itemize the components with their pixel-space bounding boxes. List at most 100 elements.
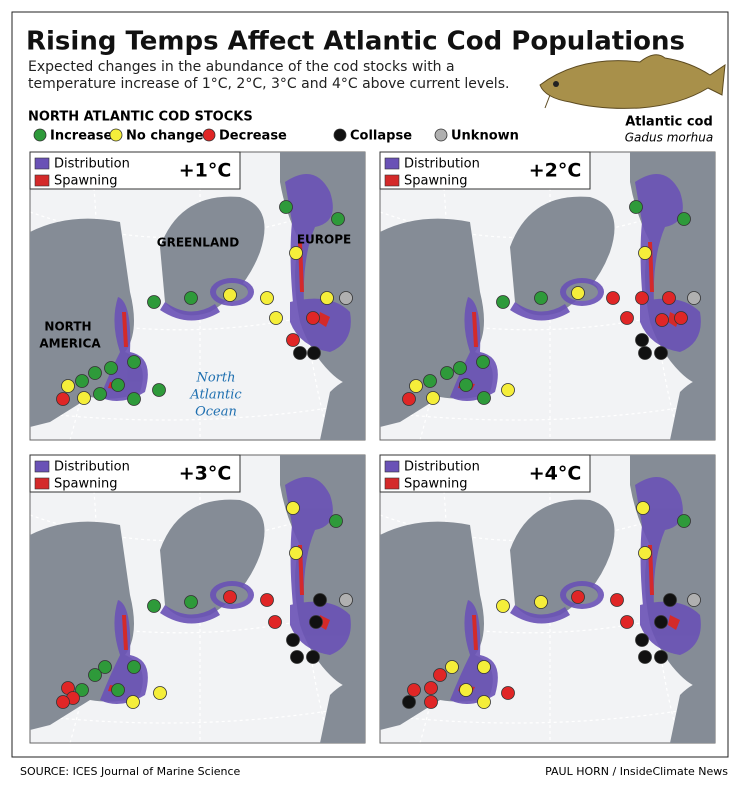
stock-marker	[153, 686, 167, 700]
stock-marker	[309, 615, 323, 629]
stock-marker	[286, 633, 300, 647]
legend-title: NORTH ATLANTIC COD STOCKS	[28, 110, 253, 125]
stock-marker	[184, 291, 198, 305]
stock-marker	[477, 391, 491, 405]
stock-marker	[501, 383, 515, 397]
map-label: AMERICA	[39, 337, 101, 351]
stock-marker	[674, 311, 688, 325]
stock-marker	[260, 593, 274, 607]
distribution-label: Distribution	[54, 460, 130, 475]
stock-marker	[655, 313, 669, 327]
map-label: EUROPE	[297, 233, 351, 247]
fish-illustration	[539, 54, 726, 109]
distribution-swatch	[384, 460, 400, 473]
stock-marker	[677, 514, 691, 528]
stock-marker	[268, 615, 282, 629]
legend-label: No change	[126, 129, 204, 144]
stock-marker	[423, 374, 437, 388]
stock-marker	[662, 291, 676, 305]
temperature-label: +2°C	[529, 160, 582, 182]
stock-marker	[636, 501, 650, 515]
stock-marker	[638, 650, 652, 664]
stock-marker	[127, 392, 141, 406]
stock-marker	[104, 361, 118, 375]
stock-marker	[279, 200, 293, 214]
panel-key: Distribution Spawning +1°C	[29, 151, 241, 190]
stock-marker	[407, 683, 421, 697]
stock-marker	[286, 501, 300, 515]
stock-marker	[433, 668, 447, 682]
legend-marker	[333, 128, 347, 142]
stock-marker	[152, 383, 166, 397]
stock-marker	[88, 668, 102, 682]
source: SOURCE: ICES Journal of Marine Science	[20, 765, 241, 778]
stock-marker	[306, 650, 320, 664]
stock-marker	[663, 593, 677, 607]
temperature-label: +3°C	[179, 463, 232, 485]
spawning-swatch	[34, 477, 50, 490]
stock-marker	[93, 387, 107, 401]
spawning-swatch	[384, 477, 400, 490]
map-label: North	[195, 371, 235, 386]
stock-marker	[306, 311, 320, 325]
spawning-label: Spawning	[404, 477, 467, 492]
legend-label: Decrease	[219, 129, 287, 144]
stock-marker	[184, 595, 198, 609]
frame	[11, 11, 729, 758]
stock-marker	[534, 595, 548, 609]
stock-marker	[677, 212, 691, 226]
title: Rising Temps Affect Atlantic Cod Populat…	[26, 27, 685, 57]
map-label: NORTH	[44, 320, 91, 334]
stock-marker	[440, 366, 454, 380]
legend-label: Collapse	[350, 129, 412, 144]
stock-marker	[293, 346, 307, 360]
stock-marker	[409, 379, 423, 393]
temperature-label: +4°C	[529, 463, 582, 485]
stock-marker	[610, 593, 624, 607]
stock-marker	[289, 546, 303, 560]
stock-marker	[620, 615, 634, 629]
stock-marker	[339, 593, 353, 607]
stock-marker	[313, 593, 327, 607]
stock-marker	[654, 346, 668, 360]
stock-marker	[496, 599, 510, 613]
stock-marker	[620, 311, 634, 325]
spawning-label: Spawning	[404, 174, 467, 189]
stock-marker	[269, 311, 283, 325]
stock-marker	[331, 212, 345, 226]
stock-marker	[126, 695, 140, 709]
map-panel: Distribution Spawning +1°C	[29, 151, 366, 441]
stock-marker	[606, 291, 620, 305]
stock-marker	[638, 546, 652, 560]
subtitle: Expected changes in the abundance of the…	[28, 59, 455, 75]
stock-marker	[127, 355, 141, 369]
panel-key: Distribution Spawning +3°C	[29, 454, 241, 493]
stock-marker	[635, 291, 649, 305]
credit: PAUL HORN / InsideClimate News	[545, 765, 728, 778]
stock-marker	[307, 346, 321, 360]
panel-key: Distribution Spawning +4°C	[379, 454, 591, 493]
stock-marker	[687, 593, 701, 607]
species-latin: Gadus morhua	[625, 131, 713, 145]
stock-marker	[147, 599, 161, 613]
stock-marker	[501, 686, 515, 700]
map-panel: Distribution Spawning +4°C	[379, 454, 716, 744]
stock-marker	[477, 660, 491, 674]
key-box	[29, 454, 241, 493]
subtitle: temperature increase of 1°C, 2°C, 3°C an…	[28, 76, 509, 92]
map-label: Ocean	[195, 405, 237, 420]
stock-marker	[61, 379, 75, 393]
legend-marker	[202, 128, 216, 142]
stock-marker	[223, 288, 237, 302]
stock-marker	[476, 355, 490, 369]
stock-marker	[147, 295, 161, 309]
stock-marker	[571, 286, 585, 300]
stock-marker	[127, 660, 141, 674]
map-panel: Distribution Spawning +2°C	[379, 151, 716, 441]
stock-marker	[638, 346, 652, 360]
stock-marker	[445, 660, 459, 674]
stock-marker	[320, 291, 334, 305]
stock-marker	[75, 683, 89, 697]
spawning-swatch	[34, 174, 50, 187]
stock-marker	[56, 392, 70, 406]
